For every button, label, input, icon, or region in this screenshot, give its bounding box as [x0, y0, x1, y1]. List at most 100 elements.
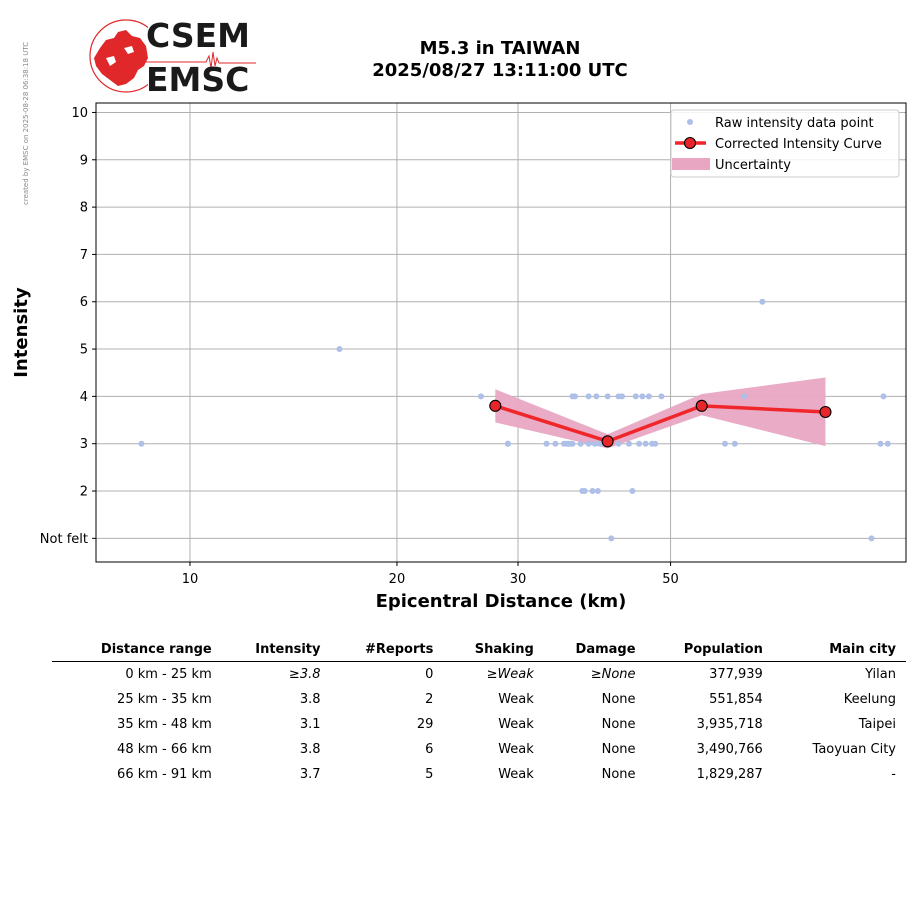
table-cell: 377,939 — [709, 666, 763, 682]
table-cell: 3,490,766 — [696, 741, 763, 757]
y-tick-label: Not felt — [40, 532, 88, 547]
table-cell: ≥Weak — [486, 666, 534, 682]
table-row: 0 km - 25 km ≥3.8 0 ≥Weak ≥None 377,939 Yilan — [52, 662, 906, 688]
table-cell: 3.1 — [299, 716, 321, 732]
intensity-summary-table: Distance range Intensity #Reports Shaking Da… — [52, 638, 906, 787]
column-header: Distance range — [52, 638, 222, 662]
x-tick-label: 20 — [389, 572, 406, 587]
column-header: Population — [645, 638, 773, 662]
raw-data-point — [543, 440, 550, 447]
table-cell: 3.8 — [299, 691, 321, 707]
x-tick-label: 10 — [182, 572, 199, 587]
x-axis-label: Epicentral Distance (km) — [376, 591, 627, 612]
raw-data-point — [571, 393, 578, 400]
table-cell: 35 km - 48 km — [117, 716, 212, 732]
raw-data-point — [591, 440, 598, 447]
raw-data-point — [567, 440, 574, 447]
raw-data-point — [579, 488, 586, 495]
curve-marker — [489, 399, 502, 412]
raw-data-point — [593, 393, 600, 400]
legend-label: Uncertainty — [715, 158, 791, 173]
raw-data-point — [877, 440, 884, 447]
raw-data-point — [589, 488, 596, 495]
table-cell: None — [601, 691, 636, 707]
y-tick-label: 4 — [80, 390, 88, 405]
curve-marker — [601, 435, 614, 448]
raw-data-point — [552, 440, 559, 447]
table-row: 25 km - 35 km 3.8 2 Weak None 551,854 Keelung — [52, 687, 906, 712]
y-tick-label: 6 — [80, 295, 88, 310]
raw-data-point — [615, 440, 622, 447]
table-cell: Weak — [498, 716, 534, 732]
table-cell: - — [891, 766, 896, 782]
table-cell: None — [601, 741, 636, 757]
table-cell: Yilan — [865, 666, 896, 682]
y-tick-label: 5 — [80, 343, 88, 358]
legend-label: Corrected Intensity Curve — [715, 137, 882, 152]
raw-data-point — [652, 440, 659, 447]
raw-data-point — [619, 393, 626, 400]
curve-marker — [819, 405, 832, 419]
plot-frame — [95, 102, 907, 563]
raw-data-point — [563, 440, 570, 447]
raw-data-point — [636, 440, 643, 447]
legend-label: Raw intensity data point — [715, 116, 874, 131]
table-cell: 3.8 — [299, 741, 321, 757]
logo-text-csem: CSEM — [146, 16, 250, 55]
y-tick-label: 8 — [80, 201, 88, 216]
raw-data-point — [594, 488, 601, 495]
column-header: Damage — [543, 638, 646, 662]
table-cell: 0 — [425, 666, 434, 682]
table-cell: Taoyuan City — [812, 741, 896, 757]
table-cell: 29 — [416, 716, 434, 732]
raw-data-point — [608, 535, 615, 542]
y-tick-label: 2 — [80, 485, 88, 500]
x-tick-label: 30 — [510, 572, 527, 587]
raw-data-point — [759, 298, 766, 305]
raw-data-point — [642, 440, 649, 447]
table-cell: 0 km - 25 km — [125, 666, 212, 682]
raw-data-point — [577, 440, 584, 447]
legend-raw-swatch — [687, 119, 693, 125]
y-tick-label: 9 — [80, 153, 88, 168]
table-cell: 3.7 — [299, 766, 321, 782]
chart-title: M5.3 in TAIWAN 2025/08/27 13:11:00 UTC — [300, 38, 700, 82]
column-header: Shaking — [443, 638, 544, 662]
raw-data-point — [645, 393, 652, 400]
table-cell: 25 km - 35 km — [117, 691, 212, 707]
table-cell: 2 — [425, 691, 434, 707]
table-cell: Weak — [498, 766, 534, 782]
raw-data-point — [477, 393, 484, 400]
raw-data-point — [722, 440, 729, 447]
raw-data-point — [585, 393, 592, 400]
table-body: 0 km - 25 km ≥3.8 0 ≥Weak ≥None 377,939 Yilan 2… — [52, 662, 906, 788]
raw-data-point — [880, 393, 887, 400]
table-row: 35 km - 48 km 3.1 29 Weak None 3,935,718 Taipe… — [52, 712, 906, 737]
curve-marker — [695, 399, 708, 412]
table-row: 48 km - 66 km 3.8 6 Weak None 3,490,766 Taoyua… — [52, 737, 906, 762]
raw-data-point — [629, 488, 636, 495]
raw-data-point — [632, 393, 639, 400]
raw-data-point — [741, 393, 748, 400]
y-axis-label: Intensity — [11, 287, 32, 378]
logo-text-emsc: EMSC — [146, 60, 250, 99]
table-cell: Weak — [498, 691, 534, 707]
raw-data-point — [625, 440, 632, 447]
legend-curve-marker — [683, 136, 697, 150]
table-cell: 1,829,287 — [696, 766, 763, 782]
table-cell: Keelung — [843, 691, 896, 707]
legend-uncertainty-swatch — [672, 158, 710, 170]
column-header: Main city — [772, 638, 906, 662]
raw-data-point — [731, 440, 738, 447]
raw-data-point — [604, 393, 611, 400]
table-cell: Taipei — [858, 716, 896, 732]
y-tick-label: 3 — [80, 437, 88, 452]
table-cell: Weak — [498, 741, 534, 757]
table-cell: 5 — [425, 766, 434, 782]
raw-data-point — [138, 440, 145, 447]
uncertainty-band — [495, 377, 826, 449]
table-cell: 3,935,718 — [696, 716, 763, 732]
table-cell: 6 — [425, 741, 434, 757]
column-header: Intensity — [221, 638, 331, 662]
table-cell: 66 km - 91 km — [117, 766, 212, 782]
